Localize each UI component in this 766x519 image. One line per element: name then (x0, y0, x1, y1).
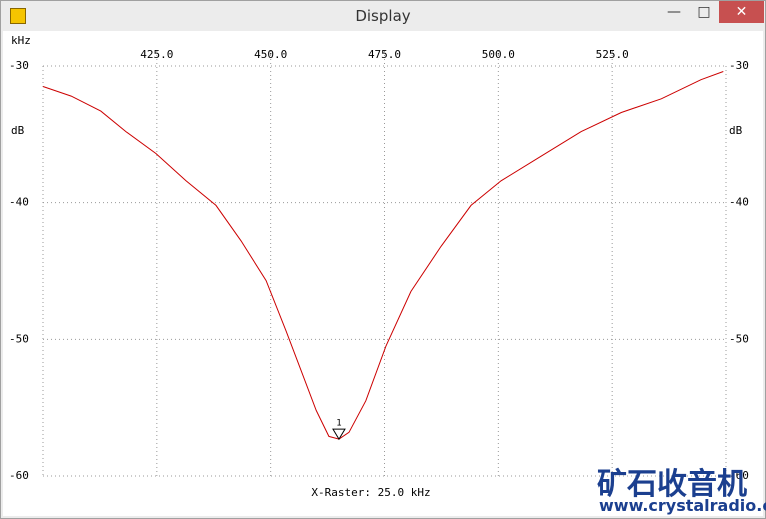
window-title: Display (355, 7, 411, 25)
watermark-url: www.crystalradio.cn (599, 496, 766, 515)
close-button[interactable]: ✕ (719, 1, 764, 23)
y-tick-label: -40 (729, 196, 749, 209)
x-tick-label: 425.0 (140, 48, 173, 61)
y-tick-label: -50 (9, 332, 29, 345)
watermark: 矿石收音机 (597, 467, 747, 502)
marker (332, 428, 346, 441)
minimize-button[interactable]: — (667, 4, 681, 20)
app-icon (10, 8, 26, 24)
x-tick-label: 525.0 (596, 48, 629, 61)
y-tick-label: -60 (9, 469, 29, 482)
y-tick-label: -60 (729, 469, 749, 482)
x-tick-label: 450.0 (254, 48, 287, 61)
y-tick-label: -50 (729, 332, 749, 345)
y-tick-label: -30 (729, 59, 749, 72)
x-tick-label: 500.0 (482, 48, 515, 61)
title-bar: Display — □ ✕ (1, 1, 765, 31)
x-axis-label: kHz (11, 34, 31, 47)
chart: kHz dB dB 425.0 450.0 475.0 500.0 525.0 -30 -30 -4… (3, 31, 763, 516)
y-tick-label: -30 (9, 59, 29, 72)
marker-label: 1 (336, 419, 341, 429)
y-axis-label: dB (11, 124, 25, 137)
chart-background (3, 31, 763, 516)
y-tick-label: -40 (9, 196, 29, 209)
y-axis-label: dB (729, 124, 743, 137)
maximize-button[interactable]: □ (697, 4, 711, 20)
annotation: X-Raster: 25.0 kHz (311, 486, 430, 499)
x-tick-label: 475.0 (368, 48, 401, 61)
